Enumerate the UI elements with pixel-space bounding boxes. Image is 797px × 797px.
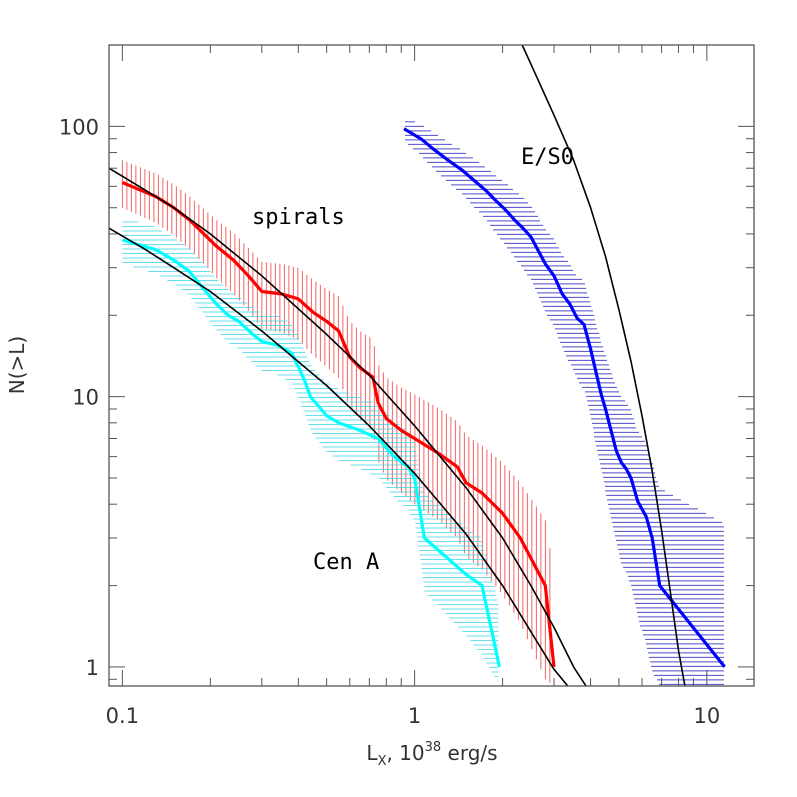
annotation-es0: E/S0 <box>521 145 574 170</box>
cen-a-line <box>121 238 501 668</box>
annotation-cen-a: Cen A <box>313 550 379 575</box>
y-tick-label: 1 <box>86 656 99 680</box>
x-axis-label-rest: , 10 <box>386 741 424 765</box>
e-s0-line <box>403 127 726 668</box>
x-tick-label: 0.1 <box>106 704 139 728</box>
x-axis-label-superscript: 38 <box>425 740 442 755</box>
model-curve-3 <box>521 45 686 686</box>
annotation-spirals: spirals <box>252 205 345 230</box>
x-axis-label-unit: erg/s <box>441 741 497 765</box>
model-curve-5 <box>109 227 569 686</box>
x-tick-label: 1 <box>408 704 421 728</box>
model-curve-4 <box>109 167 587 686</box>
y-tick-label: 100 <box>59 115 99 139</box>
x-axis-label-subscript: X <box>378 754 387 769</box>
x-tick-label: 10 <box>693 704 720 728</box>
x-axis-label: LX, 1038 erg/s <box>366 740 497 769</box>
plot-frame <box>108 44 755 687</box>
y-tick-label: 10 <box>72 386 99 410</box>
y-axis-label: N(>L) <box>5 336 29 394</box>
